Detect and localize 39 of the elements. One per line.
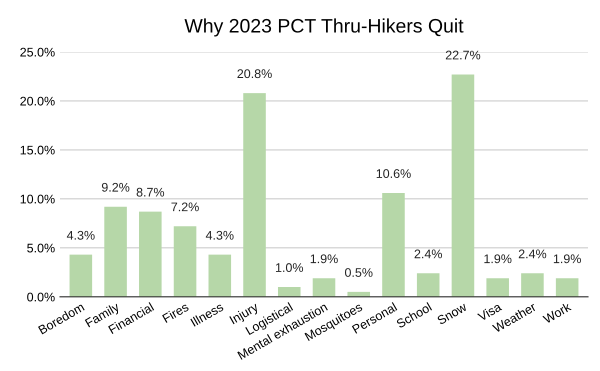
data-label: 2.4% (518, 249, 546, 258)
data-label: 1.9% (484, 254, 512, 264)
bar (452, 74, 474, 297)
x-tick-label: Work (542, 302, 572, 324)
y-tick-label: 5.0% (27, 244, 55, 252)
bar (208, 254, 232, 297)
bar (556, 278, 578, 297)
bar (521, 273, 544, 297)
y-tick-label: 25.0% (20, 48, 55, 57)
bar (139, 212, 162, 297)
data-label: 1.0% (276, 263, 304, 272)
data-label: 1.9% (554, 254, 581, 264)
y-tick-label: 15.0% (20, 146, 55, 155)
data-label: 9.2% (102, 182, 130, 192)
bar (104, 206, 127, 297)
data-label: 20.8% (237, 69, 272, 78)
bar (278, 287, 301, 297)
data-label: 7.2% (171, 202, 199, 212)
data-label: 8.7% (136, 188, 164, 197)
y-tick-label: 10.0% (20, 194, 55, 204)
bar (174, 226, 196, 297)
bar (243, 93, 266, 297)
chart-title: Why 2023 PCT Thru-Hikers Quit (184, 18, 464, 37)
bar (312, 278, 336, 297)
x-tick-label: Snow (436, 302, 468, 325)
data-label: 10.6% (376, 169, 411, 178)
bar (382, 192, 405, 297)
bar (70, 254, 92, 297)
y-tick-label: 0.0% (27, 292, 55, 302)
data-label: 0.5% (344, 268, 373, 277)
bar (486, 278, 509, 297)
bar (416, 273, 440, 297)
data-label: 4.3% (206, 230, 234, 240)
data-label: 4.3% (66, 230, 95, 240)
data-label: 22.7% (446, 50, 480, 60)
x-tick-label: Fires (162, 302, 190, 323)
data-label: 1.9% (310, 254, 338, 264)
data-label: 2.4% (414, 249, 442, 258)
y-tick-label: 20.0% (20, 96, 55, 106)
